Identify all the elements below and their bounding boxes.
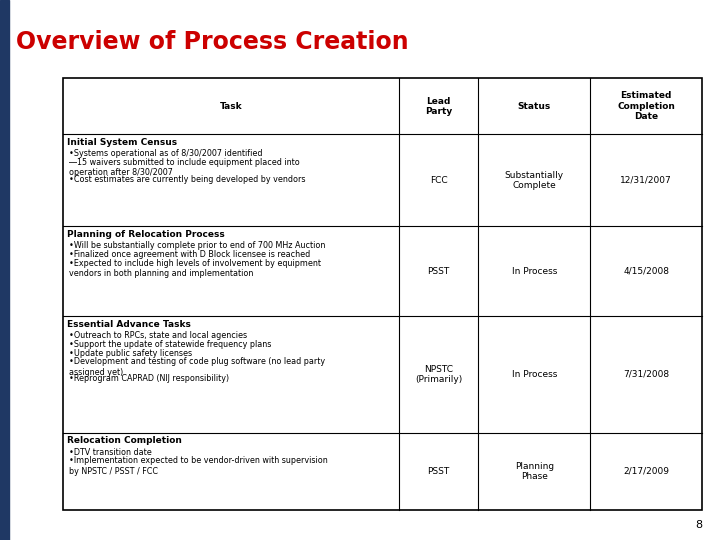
Text: Planning
Phase: Planning Phase — [515, 462, 554, 481]
Text: In Process: In Process — [512, 267, 557, 276]
Text: Estimated
Completion
Date: Estimated Completion Date — [617, 91, 675, 121]
Text: •Development and testing of code plug software (no lead party
assigned yet): •Development and testing of code plug so… — [69, 357, 325, 376]
Text: •Implementation expected to be vendor-driven with supervision
by NPSTC / PSST / : •Implementation expected to be vendor-dr… — [69, 456, 328, 476]
Bar — [63, 78, 702, 510]
Text: 12/31/2007: 12/31/2007 — [620, 176, 672, 185]
Text: Overview of Process Creation: Overview of Process Creation — [16, 30, 408, 53]
Text: Status: Status — [518, 102, 551, 111]
Text: •Systems operational as of 8/30/2007 identified: •Systems operational as of 8/30/2007 ide… — [69, 149, 263, 158]
Text: •Expected to include high levels of involvement by equipment
vendors in both pla: •Expected to include high levels of invo… — [69, 259, 321, 278]
Bar — [0, 0, 9, 540]
Text: •Reprogram CAPRAD (NIJ responsibility): •Reprogram CAPRAD (NIJ responsibility) — [69, 374, 229, 383]
Text: 7/31/2008: 7/31/2008 — [623, 370, 669, 379]
Text: 2/17/2009: 2/17/2009 — [623, 467, 669, 476]
Text: NPSTC
(Primarily): NPSTC (Primarily) — [415, 364, 462, 384]
Text: Substantially
Complete: Substantially Complete — [505, 171, 564, 190]
Text: •Update public safety licenses: •Update public safety licenses — [69, 348, 192, 357]
Text: FCC: FCC — [430, 176, 447, 185]
Text: Initial System Census: Initial System Census — [67, 138, 177, 147]
Text: In Process: In Process — [512, 370, 557, 379]
Text: PSST: PSST — [428, 467, 450, 476]
Text: Planning of Relocation Process: Planning of Relocation Process — [67, 230, 225, 239]
Text: •DTV transition date: •DTV transition date — [69, 448, 152, 457]
Text: Task: Task — [220, 102, 243, 111]
Text: •Finalized once agreement with D Block licensee is reached: •Finalized once agreement with D Block l… — [69, 250, 310, 259]
Text: •Support the update of statewide frequency plans: •Support the update of statewide frequen… — [69, 340, 271, 349]
Text: PSST: PSST — [428, 267, 450, 276]
Text: •Cost estimates are currently being developed by vendors: •Cost estimates are currently being deve… — [69, 175, 305, 184]
Text: 4/15/2008: 4/15/2008 — [623, 267, 669, 276]
Text: •Outreach to RPCs, state and local agencies: •Outreach to RPCs, state and local agenc… — [69, 331, 247, 340]
Text: •Will be substantially complete prior to end of 700 MHz Auction: •Will be substantially complete prior to… — [69, 241, 325, 251]
Text: Essential Advance Tasks: Essential Advance Tasks — [67, 320, 191, 329]
Text: 8: 8 — [695, 520, 702, 530]
Text: Relocation Completion: Relocation Completion — [67, 436, 182, 446]
Text: Lead
Party: Lead Party — [425, 97, 452, 116]
Text: ―15 waivers submitted to include equipment placed into
operation after 8/30/2007: ―15 waivers submitted to include equipme… — [69, 158, 300, 177]
